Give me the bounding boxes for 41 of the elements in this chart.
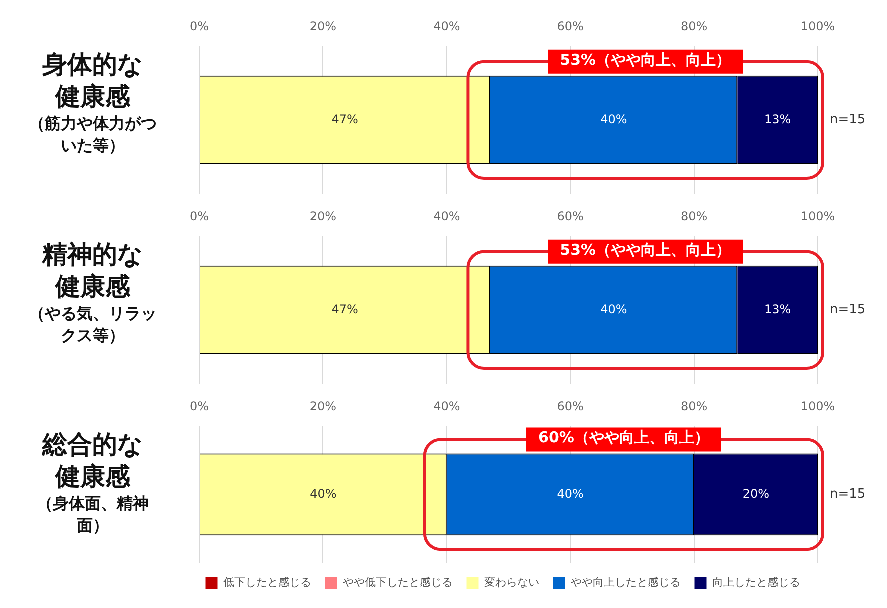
y-tick-label: 身体的な健康感（筋力や体力がついた等） bbox=[28, 49, 158, 157]
x-tick-label: 20% bbox=[310, 19, 337, 34]
data-label: 13% bbox=[764, 302, 792, 316]
x-tick-label: 40% bbox=[434, 19, 460, 34]
x-tick-label: 100% bbox=[800, 19, 836, 34]
text: n=15 bbox=[830, 112, 866, 128]
x-tick-label: 80% bbox=[680, 19, 708, 34]
annotation: 53%（やや向上、向上） bbox=[560, 240, 732, 259]
x-tick-label: 100% bbox=[800, 209, 836, 224]
y-tick-label: 精神的な健康感（やる気、リラックス等） bbox=[28, 239, 158, 347]
annotation: 53%（やや向上、向上） bbox=[560, 50, 732, 69]
data-label: 40% bbox=[600, 302, 628, 316]
data-label: 40% bbox=[600, 112, 628, 126]
x-tick-label: 60% bbox=[557, 399, 584, 414]
data-label: 40% bbox=[310, 486, 337, 501]
text: n=15 bbox=[830, 487, 866, 502]
legend-label: やや低下したと感じる bbox=[342, 576, 453, 589]
data-label: 13% bbox=[764, 112, 792, 126]
text: n=15 bbox=[830, 302, 866, 318]
legend-label: 向上したと感じる bbox=[712, 576, 800, 589]
x-tick-label: 0% bbox=[190, 399, 210, 414]
data-label: 40% bbox=[557, 486, 584, 501]
x-tick-label: 60% bbox=[557, 19, 584, 34]
x-tick-label: 40% bbox=[434, 399, 460, 414]
x-tick-label: 0% bbox=[190, 209, 210, 224]
legend-label: 低下したと感じる bbox=[223, 576, 312, 589]
data-label: 47% bbox=[332, 302, 358, 316]
data-label: 47% bbox=[332, 112, 358, 126]
x-tick-label: 100% bbox=[800, 399, 836, 414]
y-tick-label: 総合的な健康感（身体面、精神面） bbox=[36, 429, 150, 537]
x-tick-label: 80% bbox=[680, 209, 708, 224]
legend-label: 変わらない bbox=[484, 576, 540, 589]
data-label: 20% bbox=[742, 486, 770, 501]
x-tick-label: 20% bbox=[310, 399, 337, 414]
x-tick-label: 60% bbox=[557, 209, 584, 224]
x-tick-label: 80% bbox=[680, 399, 708, 414]
legend-label: やや向上したと感じる bbox=[570, 576, 681, 589]
x-tick-label: 20% bbox=[310, 209, 337, 224]
annotation: 60%（やや向上、向上） bbox=[538, 428, 710, 447]
x-tick-label: 40% bbox=[434, 209, 460, 224]
x-tick-label: 0% bbox=[190, 19, 210, 34]
